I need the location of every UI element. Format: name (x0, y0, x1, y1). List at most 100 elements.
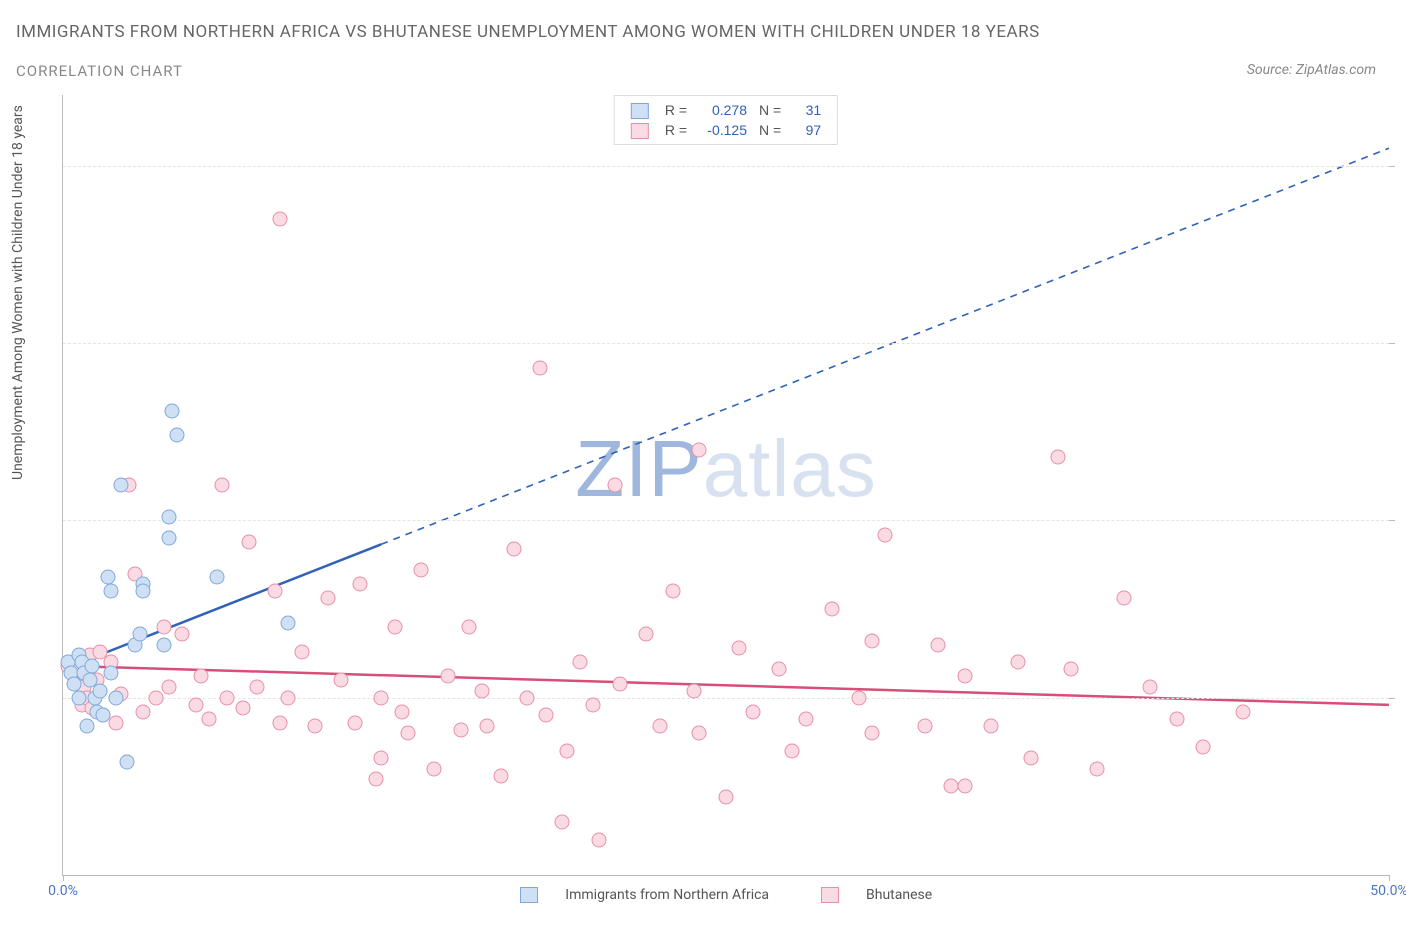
point-northern-africa (119, 754, 134, 769)
point-bhutanese (461, 619, 476, 634)
point-bhutanese (374, 690, 389, 705)
point-bhutanese (607, 478, 622, 493)
legend-row-a: R = 0.278 N = 31 (625, 100, 827, 120)
point-northern-africa (95, 708, 110, 723)
point-northern-africa (101, 570, 116, 585)
point-bhutanese (785, 743, 800, 758)
point-bhutanese (1143, 680, 1158, 695)
point-bhutanese (156, 619, 171, 634)
point-bhutanese (1063, 662, 1078, 677)
point-bhutanese (612, 676, 627, 691)
point-bhutanese (193, 669, 208, 684)
point-bhutanese (135, 704, 150, 719)
point-northern-africa (114, 478, 129, 493)
point-northern-africa (85, 658, 100, 673)
legend-item-a: Immigrants from Northern Africa (508, 887, 785, 903)
plot-area: ZIPatlas R = 0.278 N = 31 R = -0.125 N =… (62, 95, 1389, 876)
point-bhutanese (453, 722, 468, 737)
point-bhutanese (772, 662, 787, 677)
n-label: N = (753, 100, 787, 120)
point-bhutanese (506, 541, 521, 556)
x-tick-label: 50.0% (1370, 883, 1406, 899)
point-bhutanese (321, 591, 336, 606)
point-bhutanese (294, 644, 309, 659)
swatch-a (631, 103, 649, 119)
n-value-a: 31 (787, 100, 827, 120)
point-bhutanese (273, 212, 288, 227)
point-bhutanese (1236, 704, 1251, 719)
x-tick-label: 0.0% (48, 883, 78, 899)
point-northern-africa (93, 683, 108, 698)
point-bhutanese (368, 772, 383, 787)
point-bhutanese (538, 708, 553, 723)
point-bhutanese (493, 768, 508, 783)
y-tick-label: 5.0% (1396, 690, 1406, 706)
point-bhutanese (480, 719, 495, 734)
point-bhutanese (414, 563, 429, 578)
point-bhutanese (559, 743, 574, 758)
point-bhutanese (236, 701, 251, 716)
point-bhutanese (984, 719, 999, 734)
point-bhutanese (427, 761, 442, 776)
point-bhutanese (1050, 449, 1065, 464)
point-northern-africa (162, 531, 177, 546)
point-bhutanese (1169, 712, 1184, 727)
point-bhutanese (395, 704, 410, 719)
point-bhutanese (387, 619, 402, 634)
point-northern-africa (79, 719, 94, 734)
point-bhutanese (400, 726, 415, 741)
point-bhutanese (745, 704, 760, 719)
series-b-name: Bhutanese (866, 887, 932, 903)
point-bhutanese (188, 697, 203, 712)
point-northern-africa (103, 665, 118, 680)
point-northern-africa (281, 616, 296, 631)
point-bhutanese (109, 715, 124, 730)
legend-series: Immigrants from Northern Africa Bhutanes… (63, 887, 1389, 903)
point-northern-africa (164, 403, 179, 418)
source-attribution: Source: ZipAtlas.com (1247, 62, 1376, 78)
point-bhutanese (1023, 751, 1038, 766)
point-northern-africa (109, 690, 124, 705)
legend-correlation: R = 0.278 N = 31 R = -0.125 N = 97 (614, 95, 838, 145)
point-bhutanese (591, 832, 606, 847)
n-value-b: 97 (787, 120, 827, 140)
point-bhutanese (241, 534, 256, 549)
r-label-b: R = (659, 120, 693, 140)
point-bhutanese (719, 790, 734, 805)
point-northern-africa (71, 690, 86, 705)
point-bhutanese (273, 715, 288, 730)
point-bhutanese (175, 626, 190, 641)
point-bhutanese (732, 641, 747, 656)
r-value-b: -0.125 (693, 120, 753, 140)
point-bhutanese (1116, 591, 1131, 606)
point-bhutanese (665, 584, 680, 599)
grid-line (63, 698, 1389, 699)
point-bhutanese (533, 361, 548, 376)
point-bhutanese (957, 669, 972, 684)
point-bhutanese (652, 719, 667, 734)
y-tick-label: 15.0% (1396, 335, 1406, 351)
point-bhutanese (692, 442, 707, 457)
point-bhutanese (520, 690, 535, 705)
legend-row-b: R = -0.125 N = 97 (625, 120, 827, 140)
r-value-a: 0.278 (693, 100, 753, 120)
point-northern-africa (156, 637, 171, 652)
chart-container: IMMIGRANTS FROM NORTHERN AFRICA VS BHUTA… (0, 0, 1406, 930)
point-bhutanese (148, 690, 163, 705)
point-northern-africa (103, 584, 118, 599)
point-northern-africa (135, 584, 150, 599)
point-bhutanese (573, 655, 588, 670)
regression-lines (63, 95, 1389, 875)
point-bhutanese (798, 712, 813, 727)
point-bhutanese (281, 690, 296, 705)
point-bhutanese (825, 602, 840, 617)
point-bhutanese (268, 584, 283, 599)
grid-line (63, 520, 1389, 521)
n-label-b: N = (753, 120, 787, 140)
point-bhutanese (864, 726, 879, 741)
point-bhutanese (639, 626, 654, 641)
point-bhutanese (440, 669, 455, 684)
swatch-a-bottom (520, 887, 538, 903)
y-tick-label: 20.0% (1396, 158, 1406, 174)
chart-title: IMMIGRANTS FROM NORTHERN AFRICA VS BHUTA… (16, 22, 1040, 42)
